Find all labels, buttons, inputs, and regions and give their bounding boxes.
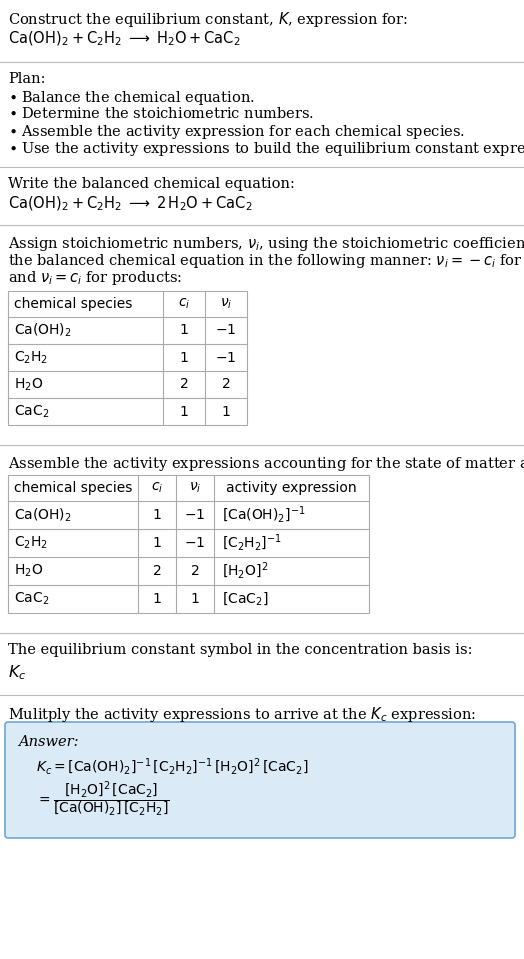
Bar (8, 291, 247, 425)
Text: $-1$: $-1$ (184, 508, 205, 522)
Text: Mulitply the activity expressions to arrive at the $K_c$ expression:: Mulitply the activity expressions to arr… (8, 705, 476, 724)
Text: 1: 1 (191, 592, 200, 606)
Text: 1: 1 (180, 350, 189, 364)
Text: Plan:: Plan: (8, 72, 46, 86)
Text: Write the balanced chemical equation:: Write the balanced chemical equation: (8, 177, 295, 191)
Text: $\mathrm{CaC_2}$: $\mathrm{CaC_2}$ (14, 404, 49, 420)
Text: The equilibrium constant symbol in the concentration basis is:: The equilibrium constant symbol in the c… (8, 643, 473, 657)
Text: $\mathrm{Ca(OH)_2 + C_2H_2 \;\longrightarrow\; 2\,H_2O + CaC_2}$: $\mathrm{Ca(OH)_2 + C_2H_2 \;\longrighta… (8, 195, 253, 214)
Text: the balanced chemical equation in the following manner: $\nu_i = -c_i$ for react: the balanced chemical equation in the fo… (8, 252, 524, 270)
Text: chemical species: chemical species (14, 297, 133, 311)
Text: 1: 1 (180, 405, 189, 418)
Text: $\mathrm{Ca(OH)_2}$: $\mathrm{Ca(OH)_2}$ (14, 506, 72, 524)
Text: 2: 2 (180, 378, 188, 391)
Text: $\bullet\;$Determine the stoichiometric numbers.: $\bullet\;$Determine the stoichiometric … (8, 106, 314, 121)
Text: Answer:: Answer: (18, 735, 79, 749)
Text: $\nu_i$: $\nu_i$ (189, 480, 201, 495)
Text: $c_i$: $c_i$ (178, 296, 190, 312)
Text: $-1$: $-1$ (215, 350, 237, 364)
Text: 1: 1 (152, 592, 161, 606)
Text: and $\nu_i = c_i$ for products:: and $\nu_i = c_i$ for products: (8, 269, 182, 287)
Text: $-1$: $-1$ (215, 323, 237, 338)
Text: Construct the equilibrium constant, $K$, expression for:: Construct the equilibrium constant, $K$,… (8, 10, 408, 29)
Text: 1: 1 (152, 508, 161, 522)
Text: 2: 2 (152, 564, 161, 578)
Text: $\mathrm{C_2H_2}$: $\mathrm{C_2H_2}$ (14, 535, 48, 551)
Text: 1: 1 (180, 323, 189, 338)
Text: $K_c$: $K_c$ (8, 663, 26, 682)
Text: $\bullet\;$Balance the chemical equation.: $\bullet\;$Balance the chemical equation… (8, 89, 255, 107)
Text: 1: 1 (152, 536, 161, 550)
Text: $[\mathrm{H_2O}]^{2}$: $[\mathrm{H_2O}]^{2}$ (222, 561, 268, 581)
Text: activity expression: activity expression (226, 481, 357, 495)
Text: $\mathrm{C_2H_2}$: $\mathrm{C_2H_2}$ (14, 349, 48, 365)
Text: $\mathrm{H_2O}$: $\mathrm{H_2O}$ (14, 563, 43, 579)
Text: 2: 2 (191, 564, 199, 578)
Text: $[\mathrm{CaC_2}]$: $[\mathrm{CaC_2}]$ (222, 591, 268, 607)
Text: $\mathrm{Ca(OH)_2}$: $\mathrm{Ca(OH)_2}$ (14, 322, 72, 339)
Text: $c_i$: $c_i$ (151, 480, 163, 495)
Bar (8, 475, 369, 613)
Text: $K_c = [\mathrm{Ca(OH)_2}]^{-1}\,[\mathrm{C_2H_2}]^{-1}\,[\mathrm{H_2O}]^{2}\,[\: $K_c = [\mathrm{Ca(OH)_2}]^{-1}\,[\mathr… (36, 757, 309, 778)
Text: Assemble the activity expressions accounting for the state of matter and $\nu_i$: Assemble the activity expressions accoun… (8, 455, 524, 473)
Text: $\mathrm{Ca(OH)_2 + C_2H_2 \;\longrightarrow\; H_2O + CaC_2}$: $\mathrm{Ca(OH)_2 + C_2H_2 \;\longrighta… (8, 30, 241, 48)
Text: Assign stoichiometric numbers, $\nu_i$, using the stoichiometric coefficients, $: Assign stoichiometric numbers, $\nu_i$, … (8, 235, 524, 253)
Text: $\nu_i$: $\nu_i$ (220, 296, 232, 312)
Text: $\mathrm{CaC_2}$: $\mathrm{CaC_2}$ (14, 591, 49, 607)
FancyBboxPatch shape (5, 722, 515, 838)
Text: $\bullet\;$Assemble the activity expression for each chemical species.: $\bullet\;$Assemble the activity express… (8, 123, 465, 141)
Text: $[\mathrm{Ca(OH)_2}]^{-1}$: $[\mathrm{Ca(OH)_2}]^{-1}$ (222, 504, 305, 526)
Text: $-1$: $-1$ (184, 536, 205, 550)
Text: $\mathrm{H_2O}$: $\mathrm{H_2O}$ (14, 376, 43, 392)
Text: chemical species: chemical species (14, 481, 133, 495)
Text: $[\mathrm{C_2H_2}]^{-1}$: $[\mathrm{C_2H_2}]^{-1}$ (222, 533, 282, 553)
Text: 2: 2 (222, 378, 231, 391)
Text: 1: 1 (222, 405, 231, 418)
Text: $\bullet\;$Use the activity expressions to build the equilibrium constant expres: $\bullet\;$Use the activity expressions … (8, 140, 524, 158)
Text: $= \dfrac{[\mathrm{H_2O}]^2\,[\mathrm{CaC_2}]}{[\mathrm{Ca(OH)_2}]\,[\mathrm{C_2: $= \dfrac{[\mathrm{H_2O}]^2\,[\mathrm{Ca… (36, 779, 170, 818)
